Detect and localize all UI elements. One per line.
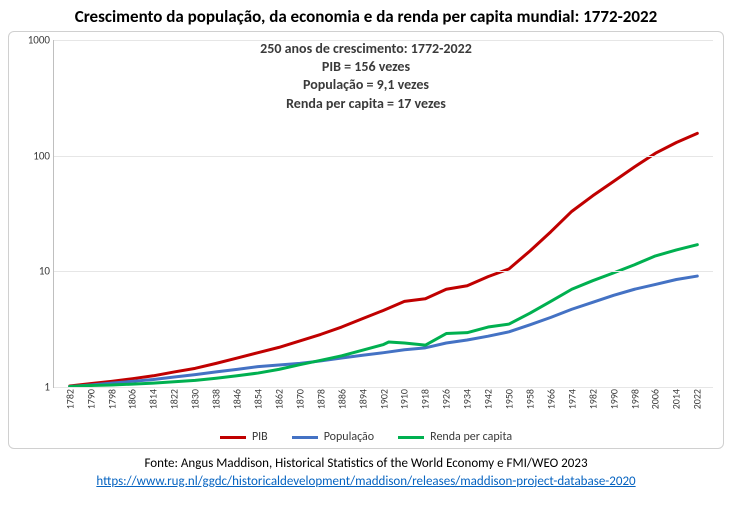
legend-swatch: [398, 436, 424, 439]
x-tick-label: 1974: [565, 389, 578, 409]
x-tick-label: 1838: [210, 389, 223, 409]
legend: PIB População Renda per capita: [9, 429, 723, 445]
y-gridline: [54, 156, 713, 157]
legend-item: Renda per capita: [398, 430, 512, 444]
x-tick-label: 1862: [272, 389, 285, 409]
legend-item: PIB: [220, 430, 268, 444]
y-tick-label: 1000: [28, 34, 50, 47]
x-tick-label: 1950: [503, 389, 516, 409]
x-tick-label: 1822: [168, 389, 181, 409]
series-line: [70, 276, 698, 386]
y-gridline: [54, 271, 713, 272]
x-tick-label: 1806: [126, 389, 139, 409]
y-gridline: [54, 387, 713, 388]
x-tick-label: 1830: [189, 389, 202, 409]
chart-title: Crescimento da população, da economia e …: [0, 0, 732, 31]
x-tick-label: 1942: [482, 389, 495, 409]
legend-item: População: [292, 430, 374, 444]
series-line: [70, 133, 698, 386]
x-tick-label: 1902: [377, 389, 390, 409]
y-gridline: [54, 40, 713, 41]
x-tick-label: 1966: [544, 389, 557, 409]
chart-container: Crescimento da população, da economia e …: [0, 0, 732, 506]
y-tick-label: 1: [44, 381, 50, 394]
x-tick-label: 2014: [670, 389, 683, 409]
x-tick-label: 1998: [628, 389, 641, 409]
x-tick-label: 1926: [440, 389, 453, 409]
x-tick-label: 1854: [251, 389, 264, 409]
legend-label: PIB: [252, 430, 268, 444]
x-tick-label: 1934: [461, 389, 474, 409]
x-tick-label: 1782: [63, 389, 76, 409]
legend-label: População: [324, 430, 374, 444]
y-tick-label: 10: [39, 265, 50, 278]
x-tick-label: 2022: [691, 389, 704, 409]
x-tick-label: 1846: [231, 389, 244, 409]
x-tick-label: 1870: [293, 389, 306, 409]
x-tick-label: 1798: [105, 389, 118, 409]
x-tick-label: 1886: [335, 389, 348, 409]
x-tick-label: 2006: [649, 389, 662, 409]
plot-area: 1101001000178217901798180618141822183018…: [53, 40, 713, 388]
legend-swatch: [292, 436, 318, 439]
legend-swatch: [220, 436, 246, 439]
x-tick-label: 1878: [314, 389, 327, 409]
legend-label: Renda per capita: [430, 430, 512, 444]
series-line: [70, 245, 698, 387]
x-tick-label: 1894: [356, 389, 369, 409]
footer-link[interactable]: https://www.rug.nl/ggdc/historicaldevelo…: [96, 474, 635, 489]
x-tick-label: 1958: [523, 389, 536, 409]
x-tick-label: 1982: [586, 389, 599, 409]
x-tick-label: 1910: [398, 389, 411, 409]
footer-source: Fonte: Angus Maddison, Historical Statis…: [0, 455, 732, 473]
x-tick-label: 1814: [147, 389, 160, 409]
y-tick-label: 100: [33, 149, 50, 162]
x-tick-label: 1790: [84, 389, 97, 409]
x-tick-label: 1990: [607, 389, 620, 409]
x-tick-label: 1918: [419, 389, 432, 409]
chart-footer: Fonte: Angus Maddison, Historical Statis…: [0, 455, 732, 490]
chart-box: 250 anos de crescimento: 1772-2022PIB = …: [8, 31, 724, 449]
series-svg: [54, 40, 713, 387]
